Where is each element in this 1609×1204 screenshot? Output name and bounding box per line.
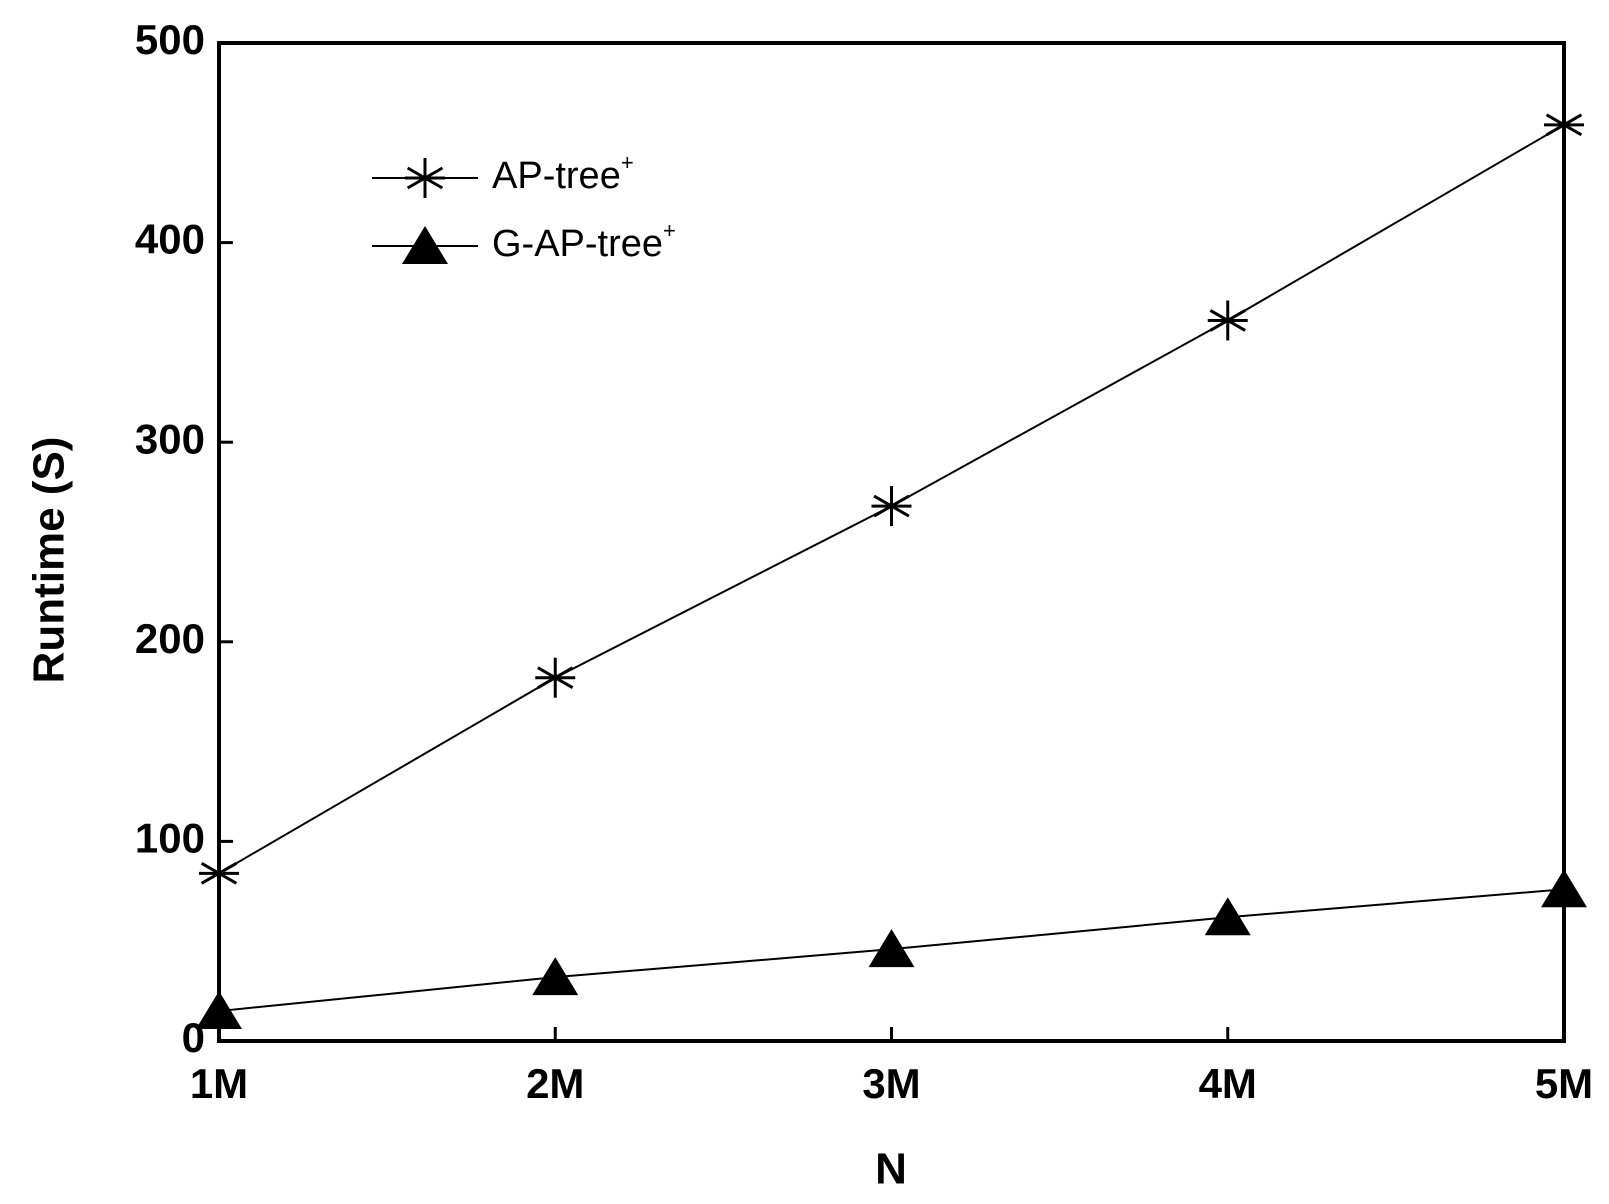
legend-label: G-AP-tree+ [492,218,676,265]
marker [196,991,242,1030]
y-tick-label: 500 [135,16,205,63]
x-tick-label: 3M [862,1060,920,1107]
marker [1207,300,1248,341]
x-tick-label: 1M [190,1060,248,1107]
marker [1204,897,1251,936]
y-tick-label: 200 [135,615,205,662]
marker [535,657,576,698]
plot-frame [217,41,1566,1043]
legend-label: AP-tree+ [492,150,634,197]
marker [405,158,445,198]
marker [1541,869,1587,908]
x-tick-label: 5M [1535,1060,1593,1107]
marker [868,929,915,968]
marker [402,226,448,264]
x-axis-title: N [875,1145,907,1194]
marker [199,853,239,894]
marker [1544,104,1584,145]
y-axis-title: Runtime (S) [25,437,74,684]
marker [871,486,912,527]
marker [532,957,579,996]
x-tick-label: 4M [1199,1060,1257,1107]
y-tick-label: 100 [135,814,205,861]
y-tick-label: 400 [135,216,205,263]
y-tick-label: 300 [135,415,205,462]
x-tick-label: 2M [526,1060,584,1107]
